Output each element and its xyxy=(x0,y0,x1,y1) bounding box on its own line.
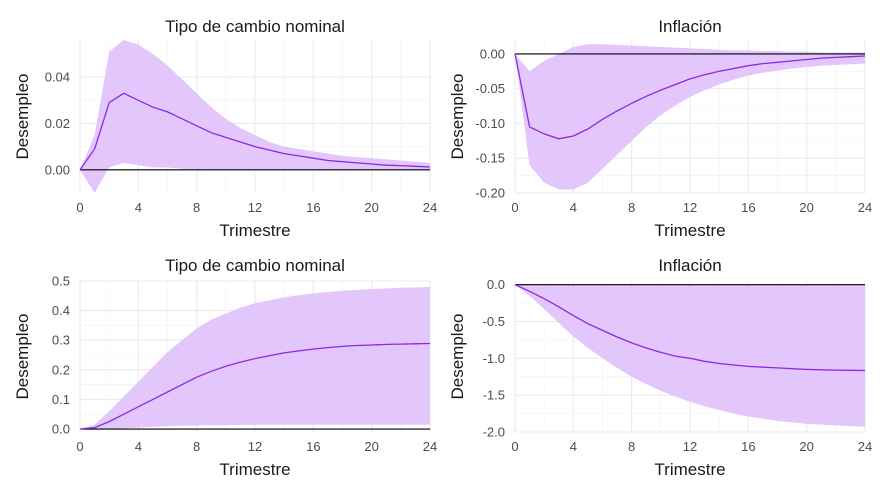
y-tick-label: 0.1 xyxy=(52,392,70,407)
x-tick-label: 4 xyxy=(570,200,577,215)
y-tick-label: 0.0 xyxy=(487,277,505,292)
confidence-band xyxy=(515,284,865,427)
confidence-band xyxy=(80,40,430,193)
response-line xyxy=(514,53,866,140)
x-tick-label: 20 xyxy=(799,439,813,454)
chart-panel-3: 0 4 8 12 16 20 24 0.0 0.1 0.2 0.3 0.4 0.5 Tipo de cam… xyxy=(13,256,437,479)
y-tick-label: -0.5 xyxy=(483,314,505,329)
chart-panel-1: 0 4 8 12 16 20 24 0.00 0.02 0.04 Tipo de cambio no… xyxy=(13,17,437,240)
y-tick-label: -1.0 xyxy=(483,351,505,366)
y-tick-label: 0.0 xyxy=(52,422,70,437)
y-tick-label: 0.5 xyxy=(52,274,70,289)
y-tick-label: 0.00 xyxy=(480,46,505,61)
x-tick-label: 24 xyxy=(858,200,872,215)
x-tick-label: 20 xyxy=(364,439,378,454)
x-axis-label: Trimestre xyxy=(654,221,725,240)
x-tick-label: 20 xyxy=(799,200,813,215)
x-tick-label: 20 xyxy=(364,200,378,215)
confidence-band xyxy=(515,44,865,190)
x-tick-label: 12 xyxy=(683,439,697,454)
y-tick-label: -1.5 xyxy=(483,388,505,403)
y-tick-label: 0.02 xyxy=(45,116,70,131)
x-tick-label: 16 xyxy=(306,439,320,454)
x-tick-label: 0 xyxy=(511,439,518,454)
x-tick-label: 0 xyxy=(76,439,83,454)
x-tick-label: 12 xyxy=(248,200,262,215)
y-tick-label: 0.3 xyxy=(52,333,70,348)
x-tick-label: 16 xyxy=(741,200,755,215)
x-axis-label: Trimestre xyxy=(219,221,290,240)
x-tick-label: 8 xyxy=(193,439,200,454)
x-tick-label: 12 xyxy=(683,200,697,215)
x-tick-label: 8 xyxy=(628,439,635,454)
response-line xyxy=(79,92,431,171)
response-line xyxy=(79,342,431,430)
x-tick-label: 24 xyxy=(858,439,872,454)
y-axis-label: Desempleo xyxy=(448,314,467,400)
y-tick-label: 0.4 xyxy=(52,303,70,318)
x-axis-label: Trimestre xyxy=(219,460,290,479)
y-tick-label: -2.0 xyxy=(483,425,505,440)
response-line xyxy=(514,284,866,372)
y-tick-label: 0.04 xyxy=(45,70,70,85)
chart-panel-2: 0 4 8 12 16 20 24 0.00 -0.05 -0.10 -0.15 -0.20 Infla… xyxy=(448,17,872,240)
chart-panel-4: 0 4 8 12 16 20 24 0.0 -0.5 -1.0 -1.5 -2.0 Inflación T… xyxy=(448,256,872,479)
chart-title: Tipo de cambio nominal xyxy=(165,256,345,275)
y-axis-label: Desempleo xyxy=(13,74,32,160)
chart-title: Tipo de cambio nominal xyxy=(165,17,345,36)
chart-title: Inflación xyxy=(658,256,721,275)
x-tick-label: 24 xyxy=(423,200,437,215)
y-tick-label: -0.15 xyxy=(475,151,505,166)
y-tick-label: -0.05 xyxy=(475,81,505,96)
x-tick-label: 4 xyxy=(570,439,577,454)
x-tick-label: 12 xyxy=(248,439,262,454)
x-tick-label: 0 xyxy=(511,200,518,215)
x-tick-label: 8 xyxy=(193,200,200,215)
x-tick-label: 0 xyxy=(76,200,83,215)
y-tick-label: -0.10 xyxy=(475,116,505,131)
y-axis-label: Desempleo xyxy=(448,74,467,160)
x-tick-label: 16 xyxy=(306,200,320,215)
y-tick-label: 0.00 xyxy=(45,162,70,177)
x-tick-label: 4 xyxy=(135,439,142,454)
x-axis-label: Trimestre xyxy=(654,460,725,479)
x-tick-label: 8 xyxy=(628,200,635,215)
x-tick-label: 24 xyxy=(423,439,437,454)
y-tick-label: -0.20 xyxy=(475,186,505,201)
x-tick-label: 16 xyxy=(741,439,755,454)
x-tick-label: 4 xyxy=(135,200,142,215)
chart-title: Inflación xyxy=(658,17,721,36)
y-tick-label: 0.2 xyxy=(52,362,70,377)
y-axis-label: Desempleo xyxy=(13,314,32,400)
